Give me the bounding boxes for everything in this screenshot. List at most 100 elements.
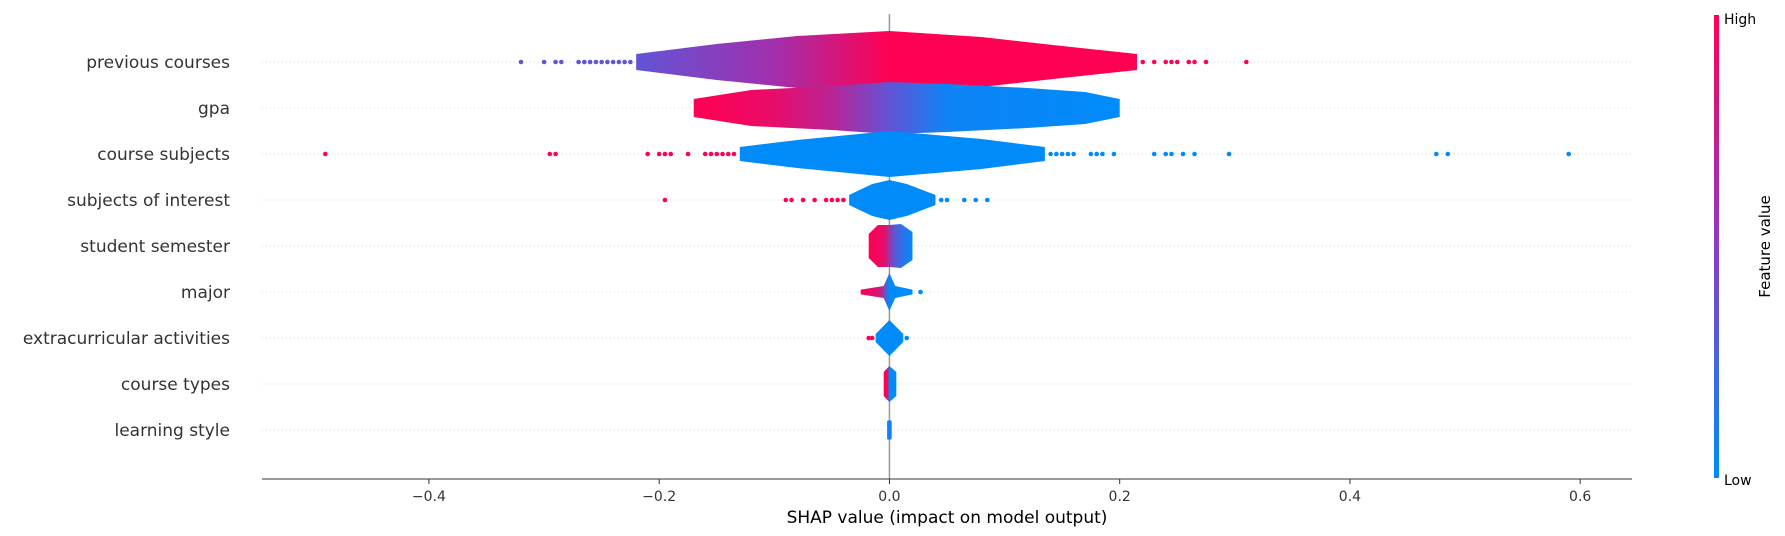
outlier-point-course-subjects	[1048, 151, 1053, 157]
x-tick-label: 0.6	[1569, 489, 1591, 505]
outlier-point-previous-courses	[587, 59, 593, 65]
outlier-point-previous-courses	[1163, 59, 1169, 65]
outlier-point-subjects-of-interest	[662, 197, 668, 203]
feature-label-subjects-of-interest: subjects of interest	[67, 191, 230, 211]
outlier-point-course-subjects	[725, 151, 731, 157]
outlier-point-course-subjects	[1088, 151, 1094, 157]
outlier-point-subjects-of-interest	[829, 197, 835, 203]
outlier-point-subjects-of-interest	[789, 197, 794, 203]
outlier-point-previous-courses	[599, 59, 604, 65]
outlier-point-previous-courses	[553, 59, 558, 65]
outlier-point-course-subjects	[1054, 151, 1059, 157]
outlier-point-course-subjects	[553, 151, 558, 157]
outlier-point-subjects-of-interest	[944, 197, 950, 203]
outlier-point-course-subjects	[1180, 151, 1186, 157]
violin-course-subjects	[739, 131, 1045, 177]
outlier-point-previous-courses	[1151, 59, 1157, 65]
outlier-point-course-subjects	[1071, 151, 1076, 157]
outlier-point-course-subjects	[685, 151, 691, 157]
violin-gpa	[693, 82, 1120, 134]
outlier-point-course-subjects	[1065, 151, 1071, 157]
violin-major	[860, 273, 913, 311]
violin-extracurricular-activities	[875, 320, 904, 356]
feature-label-previous-courses: previous courses	[86, 53, 230, 73]
feature-label-course-types: course types	[121, 375, 230, 395]
outlier-point-subjects-of-interest	[812, 197, 817, 203]
outlier-point-course-subjects	[656, 151, 662, 157]
outlier-point-previous-courses	[605, 59, 610, 65]
feature-label-gpa: gpa	[198, 99, 230, 119]
outlier-point-course-subjects	[708, 151, 714, 157]
outlier-point-previous-courses	[1174, 59, 1180, 65]
feature-labels: previous courses gpa course subjects subjec…	[23, 53, 230, 441]
outlier-point-course-subjects	[1151, 151, 1157, 157]
outlier-point-previous-courses	[1244, 59, 1249, 65]
outlier-point-subjects-of-interest	[938, 197, 944, 203]
colorbar-gradient	[1714, 15, 1719, 478]
outlier-point-previous-courses	[1140, 59, 1146, 65]
outlier-point-previous-courses	[1186, 59, 1192, 65]
x-tick-label: 0.4	[1339, 489, 1361, 505]
outlier-point-previous-courses	[559, 59, 564, 65]
outlier-point-course-subjects	[1445, 151, 1451, 157]
outlier-point-course-subjects	[714, 151, 720, 157]
outlier-point-subjects-of-interest	[973, 197, 979, 203]
x-tick-label: −0.2	[642, 489, 676, 505]
outlier-point-subjects-of-interest	[783, 197, 789, 203]
violin-subjects-of-interest	[849, 180, 936, 220]
feature-label-learning-style: learning style	[114, 421, 230, 441]
outlier-point-course-subjects	[323, 151, 328, 157]
outlier-point-course-subjects	[1433, 151, 1439, 157]
x-axis-title: SHAP value (impact on model output)	[787, 508, 1108, 528]
outlier-point-course-subjects	[645, 151, 650, 157]
violin-course-types	[883, 366, 897, 402]
colorbar: High Low Feature value	[1714, 12, 1774, 489]
outlier-point-extracurricular-activities	[904, 335, 910, 341]
outlier-point-previous-courses	[582, 59, 587, 65]
outlier-point-previous-courses	[1192, 59, 1197, 65]
x-tick-label: 0.0	[878, 489, 900, 505]
outlier-point-course-subjects	[1111, 151, 1117, 157]
outlier-point-subjects-of-interest	[841, 197, 846, 203]
outlier-point-course-subjects	[668, 151, 673, 157]
x-tick-label: −0.4	[412, 489, 446, 505]
outlier-point-subjects-of-interest	[961, 197, 967, 203]
violins	[323, 31, 1571, 440]
outlier-point-course-subjects	[662, 151, 668, 157]
feature-label-major: major	[181, 283, 230, 303]
outlier-point-extracurricular-activities	[869, 335, 875, 341]
outlier-point-course-subjects	[702, 151, 708, 157]
grid-lines	[262, 61, 1632, 431]
outlier-point-course-subjects	[720, 151, 725, 157]
colorbar-high-label: High	[1724, 12, 1756, 28]
outlier-point-previous-courses	[616, 59, 622, 65]
x-tick-label: 0.2	[1109, 489, 1131, 505]
violin-previous-courses	[636, 31, 1137, 93]
outlier-point-course-subjects	[1100, 151, 1105, 157]
outlier-point-previous-courses	[518, 59, 524, 65]
outlier-point-course-subjects	[1566, 151, 1571, 157]
outlier-point-subjects-of-interest	[835, 197, 840, 203]
outlier-point-course-subjects	[1059, 151, 1065, 157]
outlier-point-previous-courses	[610, 59, 616, 65]
outlier-point-subjects-of-interest	[800, 197, 806, 203]
outlier-point-course-subjects	[731, 151, 737, 157]
violin-student-semester	[868, 224, 913, 268]
outlier-point-previous-courses	[628, 59, 633, 65]
colorbar-low-label: Low	[1724, 473, 1752, 489]
violin-learning-style	[887, 420, 892, 440]
colorbar-title: Feature value	[1756, 195, 1774, 297]
outlier-point-previous-courses	[593, 59, 599, 65]
outlier-point-previous-courses	[1203, 59, 1209, 65]
outlier-point-subjects-of-interest	[984, 197, 990, 203]
outlier-point-extracurricular-activities	[866, 335, 872, 341]
outlier-point-subjects-of-interest	[823, 197, 829, 203]
outlier-point-course-subjects	[1169, 151, 1174, 157]
outlier-point-course-subjects	[547, 151, 553, 157]
outlier-point-previous-courses	[576, 59, 581, 65]
outlier-point-course-subjects	[1163, 151, 1169, 157]
outlier-point-course-subjects	[1192, 151, 1197, 157]
outlier-point-course-subjects	[1226, 151, 1232, 157]
x-axis: −0.4 −0.2 0.0 0.2 0.4 0.6	[262, 478, 1632, 505]
